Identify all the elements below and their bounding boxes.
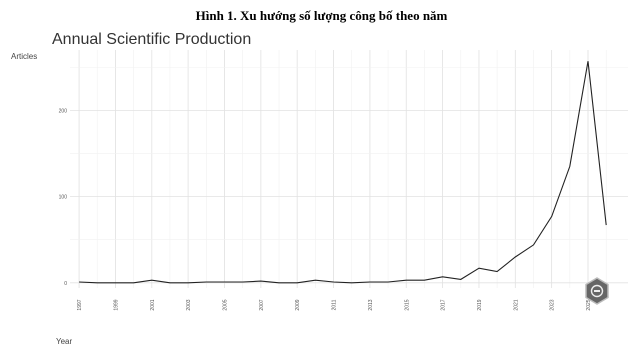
x-tick-label: 2005 <box>222 299 228 310</box>
x-tick-labels: 1997 1999 2001 2003 2005 2007 2009 2011 2013 2015… <box>77 299 592 310</box>
x-tick-label: 2011 <box>332 299 338 310</box>
watermark-logo-icon <box>585 277 609 305</box>
x-tick-label: 2003 <box>186 299 192 310</box>
y-tick-label: 0 <box>64 281 67 287</box>
x-axis-title: Year <box>56 337 73 346</box>
x-tick-label: 2021 <box>513 299 519 310</box>
x-tick-label: 2013 <box>368 299 374 310</box>
figure-caption: Hình 1. Xu hướng số lượng công bố theo n… <box>195 8 448 23</box>
x-tick-label: 2017 <box>441 299 447 310</box>
x-tick-label: 1997 <box>77 299 83 310</box>
x-tick-label: 2007 <box>259 299 265 310</box>
grid-lines <box>70 50 628 288</box>
x-tick-label: 2025 <box>586 299 592 310</box>
chart-title: Annual Scientific Production <box>52 31 252 48</box>
x-tick-label: 1999 <box>113 299 119 310</box>
x-tick-label: 2015 <box>404 299 410 310</box>
x-tick-label: 2023 <box>550 299 556 310</box>
x-tick-label: 2009 <box>295 299 301 310</box>
y-tick-label: 200 <box>59 108 68 114</box>
series-line <box>79 61 607 284</box>
y-axis-title: Articles <box>11 52 37 61</box>
y-tick-labels: 0 100 200 <box>59 108 68 286</box>
y-tick-label: 100 <box>59 195 68 201</box>
x-tick-label: 2001 <box>150 299 156 310</box>
x-tick-label: 2019 <box>477 299 483 310</box>
